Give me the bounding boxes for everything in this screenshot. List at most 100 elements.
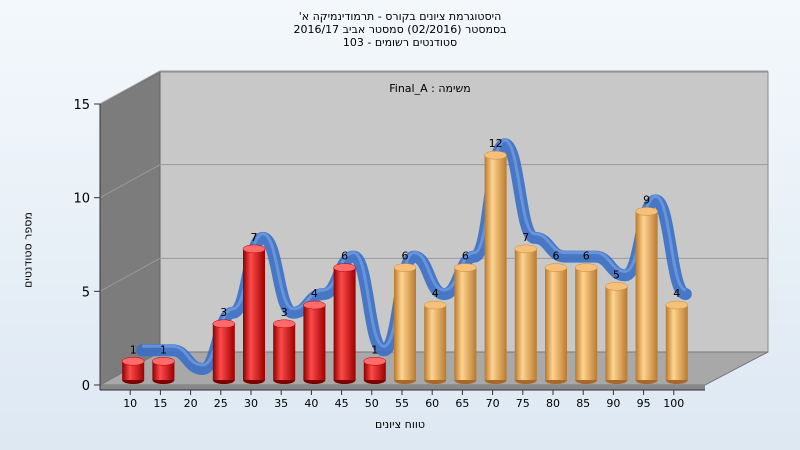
bar-top <box>152 357 175 366</box>
x-tick-label: 35 <box>274 397 288 410</box>
bar-value-label: 1 <box>371 343 378 356</box>
bar-body <box>333 267 356 380</box>
bar: 1 <box>152 343 175 384</box>
x-tick-label: 95 <box>637 397 651 410</box>
bar: 7 <box>242 231 266 384</box>
x-tick-label: 25 <box>214 397 228 410</box>
bar-body <box>605 286 628 380</box>
x-axis-label: טווח ציונים <box>375 418 425 431</box>
plot-floor-edge <box>100 385 705 390</box>
x-tick-label: 90 <box>606 397 620 410</box>
gridline-side <box>99 164 161 199</box>
bar-value-label: 4 <box>432 287 439 300</box>
chart-student-count: סטודנטים רשומים - 103 <box>342 36 458 49</box>
bar-body <box>363 361 386 380</box>
task-label: משימה : Final_A <box>389 82 470 95</box>
bar-top <box>665 300 689 310</box>
bar-top <box>423 300 447 310</box>
bar: 3 <box>272 306 296 384</box>
bar-top <box>454 263 477 272</box>
bar: 6 <box>544 250 568 384</box>
bar-body <box>212 323 235 380</box>
chart-title: היסטוגרמת ציונים בקורס - תרמודינמיקה א' <box>298 10 502 23</box>
plot-left-wall <box>99 71 161 386</box>
x-tick-label: 45 <box>335 397 349 410</box>
bar-value-label: 6 <box>402 250 409 263</box>
gridline-side <box>99 257 161 292</box>
x-tick-label: 70 <box>486 397 500 410</box>
y-tick-label: 15 <box>73 98 90 113</box>
x-tick-label: 65 <box>455 397 469 410</box>
bar: 9 <box>635 193 658 384</box>
bar-top <box>514 244 538 254</box>
bar-top <box>544 263 568 272</box>
bar-value-label: 9 <box>643 193 650 206</box>
bar-value-label: 3 <box>220 306 227 319</box>
bar-body <box>394 267 416 380</box>
bar: 6 <box>454 250 477 384</box>
bar-top <box>484 150 507 160</box>
x-tick-label: 40 <box>304 397 318 410</box>
bar: 4 <box>423 287 447 384</box>
y-axis-label: מספר סטודנטים <box>21 212 35 288</box>
x-tick-label: 60 <box>425 397 439 410</box>
bar-top <box>605 282 628 291</box>
bar-body <box>273 323 296 380</box>
bar: 7 <box>514 231 538 384</box>
x-tick-label: 80 <box>546 397 560 410</box>
bar-top <box>121 357 145 366</box>
bar-body <box>484 155 507 380</box>
bar: 6 <box>393 250 417 384</box>
y-tick-label: 5 <box>82 285 90 300</box>
bar-value-label: 3 <box>281 306 288 319</box>
bar: 1 <box>363 343 387 384</box>
bar-top <box>393 263 417 272</box>
trend-ribbon <box>136 138 692 376</box>
bar-value-label: 7 <box>251 231 258 244</box>
bar-value-label: 6 <box>462 250 469 263</box>
bar: 1 <box>121 343 145 384</box>
bar-body <box>243 248 265 380</box>
bar-value-label: 5 <box>613 268 620 281</box>
x-tick-label: 100 <box>663 397 684 410</box>
bar-value-label: 7 <box>522 231 529 244</box>
bar-value-label: 6 <box>341 250 348 263</box>
bar-top <box>363 357 387 366</box>
y-tick-label: 10 <box>73 192 90 207</box>
bar-value-label: 1 <box>160 343 167 356</box>
x-tick-label: 15 <box>153 397 167 410</box>
bar-top <box>303 300 326 310</box>
bar-body <box>424 305 447 380</box>
bar: 6 <box>333 250 356 384</box>
bar-top <box>574 263 598 272</box>
x-tick-label: 10 <box>123 397 137 410</box>
chart-title-block: היסטוגרמת ציונים בקורס - תרמודינמיקה א' … <box>0 10 800 49</box>
bar-body <box>514 248 537 380</box>
bar-top <box>635 207 658 216</box>
bar-value-label: 6 <box>583 250 590 263</box>
bar-value-label: 1 <box>130 343 137 356</box>
bar-value-label: 4 <box>673 287 680 300</box>
chart-subtitle: בסמסטר (02/2016) סמסטר אביב 2016/17 <box>293 23 507 36</box>
bar-top <box>272 319 296 329</box>
bar: 12 <box>484 137 507 384</box>
bar-body <box>665 305 688 380</box>
bar-value-label: 4 <box>311 287 318 300</box>
bar-top <box>242 244 266 254</box>
bar-body <box>635 211 658 380</box>
bar-value-label: 6 <box>553 250 560 263</box>
x-tick-label: 85 <box>576 397 590 410</box>
bar-top <box>333 263 356 272</box>
bar-body <box>303 305 326 380</box>
bar-body <box>454 267 477 380</box>
gridline-side <box>99 70 161 105</box>
trend-line-highlight <box>142 138 687 367</box>
bar-top <box>212 319 236 329</box>
bar-body <box>122 361 145 380</box>
x-tick-label: 30 <box>244 397 258 410</box>
bar-body <box>575 267 598 380</box>
y-tick-label: 0 <box>82 379 90 394</box>
x-tick-label: 55 <box>395 397 409 410</box>
